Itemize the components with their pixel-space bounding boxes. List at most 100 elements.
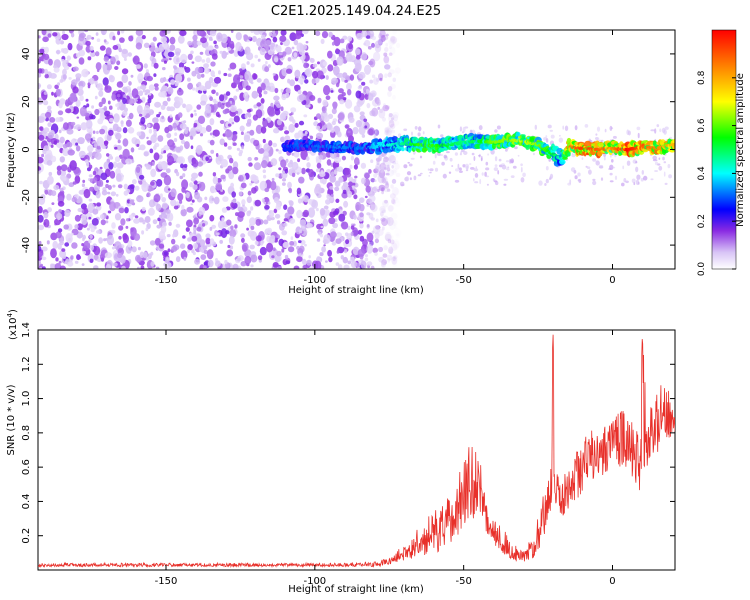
noise-blob [219,94,225,102]
noise-blob [263,151,269,157]
noise-blob [392,240,400,250]
noise-blob [86,103,90,108]
noise-blob [350,231,354,236]
noise-blob [413,175,417,181]
noise-blob [110,131,114,135]
noise-blob [39,180,43,185]
noise-blob [505,148,508,152]
noise-blob [260,126,267,134]
noise-blob [147,98,152,104]
noise-blob [190,50,194,55]
noise-blob [381,259,387,266]
noise-blob [194,258,201,265]
noise-blob [392,94,396,100]
noise-blob [273,128,280,134]
noise-blob [217,101,222,108]
noise-blob [268,31,273,37]
noise-blob [379,205,386,213]
noise-blob [138,79,143,84]
noise-blob [257,255,263,261]
noise-blob [106,134,112,141]
noise-blob [111,93,117,101]
noise-blob [209,226,213,231]
y-tick-label: 20 [21,95,32,108]
noise-blob [449,157,453,162]
y-tick-label: 0.2 [21,528,32,544]
noise-blob [611,153,614,156]
noise-blob [128,162,131,165]
noise-blob [342,256,348,264]
noise-blob [314,185,322,196]
noise-blob [494,129,498,133]
noise-blob [209,96,214,101]
noise-blob [258,92,262,98]
noise-blob [364,39,371,47]
noise-blob [105,220,109,224]
noise-blob [376,159,380,166]
noise-blob [216,232,220,236]
noise-blob [187,237,192,242]
noise-blob [392,256,396,262]
noise-blob [209,214,215,222]
noise-blob [387,72,392,78]
noise-blob [494,164,498,168]
noise-blob [261,240,265,244]
noise-blob [79,32,86,39]
noise-blob [134,99,138,102]
noise-blob [117,99,121,102]
noise-blob [67,42,73,51]
noise-blob [260,34,266,40]
noise-blob [334,180,341,187]
noise-blob [330,171,335,176]
noise-blob [323,85,331,96]
noise-blob [173,100,181,109]
noise-blob [163,174,172,186]
noise-blob [38,214,44,223]
noise-blob [337,264,343,269]
noise-blob [264,44,270,52]
noise-blob [386,217,394,226]
noise-blob [285,87,291,94]
noise-blob [394,37,399,43]
noise-blob [459,126,462,132]
noise-blob [334,186,340,192]
noise-blob [50,232,58,241]
noise-blob [110,56,116,65]
noise-blob [158,243,165,249]
noise-blob [261,160,268,169]
noise-blob [127,240,133,248]
noise-blob [145,163,151,170]
noise-blob [222,109,228,115]
noise-blob [383,245,388,251]
noise-blob [290,236,294,241]
noise-blob [265,85,272,91]
snr-y-ticks: 0.20.40.60.81.01.21.4 [21,322,675,544]
noise-blob [378,154,382,160]
noise-blob [373,179,377,182]
noise-blob [279,52,283,56]
noise-blob [297,198,302,204]
noise-blob [155,47,159,53]
noise-blob [107,191,111,195]
noise-blob [231,191,236,198]
noise-blob [45,111,52,118]
noise-blob [228,117,234,123]
noise-blob [41,246,48,252]
noise-blob [116,162,124,169]
noise-blob [238,152,243,157]
noise-blob [70,32,75,38]
noise-blob [297,77,305,84]
noise-blob [384,233,392,242]
noise-blob [50,144,54,148]
noise-blob [136,131,142,137]
noise-blob [209,238,215,245]
noise-blob [84,133,92,142]
signal-blob [672,138,675,144]
noise-blob [50,155,57,163]
noise-blob [218,189,225,195]
noise-blob [384,157,392,167]
noise-blob [57,200,65,207]
noise-blob [487,153,489,156]
noise-blob [246,39,250,43]
noise-blob [53,140,58,146]
